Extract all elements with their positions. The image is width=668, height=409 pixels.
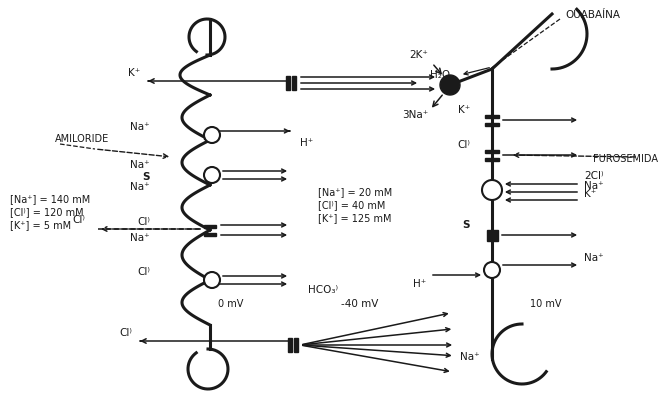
Text: 0 mV: 0 mV xyxy=(218,299,243,309)
Text: K⁺: K⁺ xyxy=(584,189,597,199)
Bar xyxy=(294,338,298,352)
Text: [K⁺] = 125 mM: [K⁺] = 125 mM xyxy=(318,213,391,223)
Bar xyxy=(485,157,499,160)
Text: -40 mV: -40 mV xyxy=(341,299,379,309)
Text: H₂O: H₂O xyxy=(430,70,450,80)
Text: 3Na⁺: 3Na⁺ xyxy=(401,110,428,120)
Text: Na⁺: Na⁺ xyxy=(584,253,604,263)
Text: H⁺: H⁺ xyxy=(413,279,426,289)
Bar xyxy=(485,123,499,126)
Text: Na⁺: Na⁺ xyxy=(130,160,150,170)
Bar xyxy=(204,225,216,227)
Circle shape xyxy=(440,75,460,95)
Bar xyxy=(288,338,292,352)
Text: OUABAÍNA: OUABAÍNA xyxy=(565,10,620,20)
Text: Na⁺: Na⁺ xyxy=(584,181,604,191)
Text: S: S xyxy=(462,220,470,230)
Text: [Cl⁾] = 120 mM: [Cl⁾] = 120 mM xyxy=(10,207,84,217)
Circle shape xyxy=(484,262,500,278)
Text: H⁺: H⁺ xyxy=(300,138,313,148)
Text: K⁺: K⁺ xyxy=(458,105,470,115)
Text: [Cl⁾] = 40 mM: [Cl⁾] = 40 mM xyxy=(318,200,385,210)
Text: 2K⁺: 2K⁺ xyxy=(409,50,428,60)
Text: FUROSEMIDA: FUROSEMIDA xyxy=(593,154,658,164)
Text: [Na⁺] = 140 mM: [Na⁺] = 140 mM xyxy=(10,194,90,204)
Text: 10 mV: 10 mV xyxy=(530,299,562,309)
Bar xyxy=(485,150,499,153)
Circle shape xyxy=(204,167,220,183)
Bar xyxy=(292,76,296,90)
Text: Na⁺: Na⁺ xyxy=(460,352,480,362)
Text: [Na⁺] = 20 mM: [Na⁺] = 20 mM xyxy=(318,187,392,197)
Text: HCO₃⁾: HCO₃⁾ xyxy=(308,285,338,295)
Bar xyxy=(485,115,499,117)
Circle shape xyxy=(204,272,220,288)
Text: Cl⁾: Cl⁾ xyxy=(72,215,85,225)
Bar xyxy=(204,232,216,236)
Text: Cl⁾: Cl⁾ xyxy=(137,267,150,277)
Text: Na⁺: Na⁺ xyxy=(130,182,150,192)
Text: S: S xyxy=(142,172,150,182)
Bar xyxy=(486,229,498,240)
Text: Cl⁾: Cl⁾ xyxy=(457,140,470,150)
Bar xyxy=(286,76,290,90)
Circle shape xyxy=(482,180,502,200)
Text: AMILORIDE: AMILORIDE xyxy=(55,134,110,144)
Text: Na⁺: Na⁺ xyxy=(130,233,150,243)
Circle shape xyxy=(204,127,220,143)
Text: Cl⁾: Cl⁾ xyxy=(137,217,150,227)
Text: Na⁺: Na⁺ xyxy=(130,122,150,132)
Text: K⁺: K⁺ xyxy=(128,68,140,78)
Text: [K⁺] = 5 mM: [K⁺] = 5 mM xyxy=(10,220,71,230)
Text: 2Cl⁾: 2Cl⁾ xyxy=(584,171,603,181)
Text: Cl⁾: Cl⁾ xyxy=(119,328,132,338)
